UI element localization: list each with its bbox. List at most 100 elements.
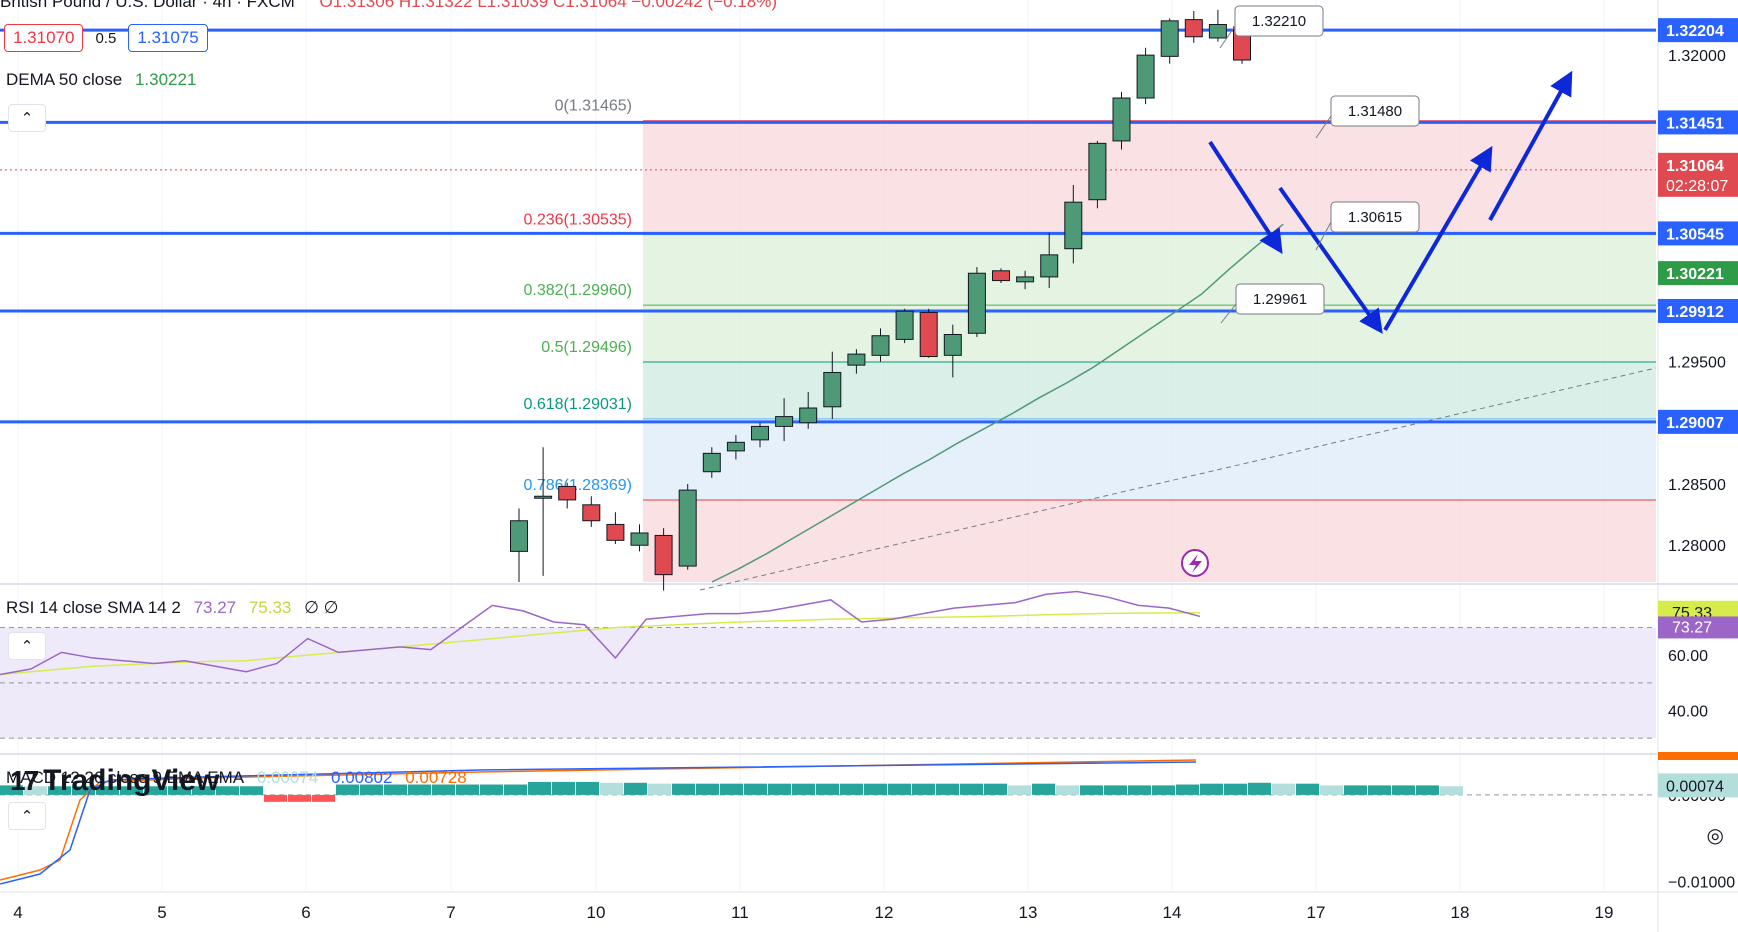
callout-box bbox=[1234, 5, 1324, 37]
collapse-rsi-button[interactable]: ⌃ bbox=[8, 632, 46, 660]
callout-label: 1.32210 bbox=[1252, 13, 1306, 30]
collapse-macd-button[interactable]: ⌃ bbox=[8, 802, 46, 830]
candle-body bbox=[654, 534, 673, 576]
macd-histogram-bar bbox=[672, 783, 695, 795]
macd-histogram-bar bbox=[720, 783, 743, 795]
tradingview-logo[interactable]: 17 TradingView bbox=[10, 764, 219, 798]
macd-histogram-bar bbox=[168, 786, 191, 795]
macd-histogram-bar bbox=[744, 783, 767, 795]
price-label: 1.31451 bbox=[1666, 115, 1724, 132]
candle-body bbox=[1184, 19, 1203, 38]
candle bbox=[1184, 11, 1203, 43]
macd-histogram-bar bbox=[48, 786, 71, 795]
macd-histogram-bar bbox=[0, 785, 23, 795]
macd-label: MACD 12 26 close 9 EMA EMA bbox=[6, 768, 245, 787]
macd-histogram-bar bbox=[888, 783, 911, 795]
macd-histogram-bar bbox=[600, 782, 623, 795]
macd-line-value: 0.00802 bbox=[331, 768, 393, 787]
macd-histogram-bar bbox=[384, 784, 407, 795]
rsi-legend[interactable]: RSI 14 close SMA 14 2 73.27 75.33 ∅ ∅ bbox=[6, 598, 346, 618]
macd-legend[interactable]: MACD 12 26 close 9 EMA EMA 0.00074 0.008… bbox=[6, 768, 475, 788]
price-label-box bbox=[1658, 221, 1738, 246]
projection-arrow bbox=[1278, 186, 1383, 334]
macd-histogram-bar bbox=[336, 784, 359, 795]
x-tick-label: 11 bbox=[731, 903, 749, 922]
candle-body bbox=[1112, 97, 1131, 142]
candle-body bbox=[967, 272, 986, 334]
candle-body bbox=[847, 353, 866, 366]
macd-histogram-bar bbox=[408, 784, 431, 795]
callout-label: 1.29961 bbox=[1253, 291, 1307, 308]
macd-hist-value: 0.00074 bbox=[256, 768, 319, 787]
rsi-sma-line bbox=[0, 612, 1201, 676]
fib-label: 0.786(1.28369) bbox=[523, 477, 632, 494]
macd-histogram-bar bbox=[240, 786, 263, 795]
dema-legend[interactable]: DEMA 50 close 1.30221 bbox=[6, 70, 204, 90]
gear-icon[interactable]: ◎ bbox=[1706, 825, 1724, 847]
callout-pointer bbox=[1315, 115, 1332, 139]
macd-histogram-bar bbox=[1152, 785, 1175, 795]
rsi-sma-value: 75.33 bbox=[248, 598, 292, 617]
dema-label: DEMA 50 close bbox=[6, 70, 123, 89]
macd-histogram-bar bbox=[528, 781, 551, 795]
macd-histogram-bar bbox=[216, 786, 239, 795]
sell-price-button[interactable]: 1.31070 bbox=[4, 24, 84, 52]
macd-histogram-bar bbox=[120, 786, 143, 795]
macd-histogram-bar bbox=[1200, 783, 1223, 795]
macd-histogram-bar bbox=[1008, 785, 1031, 795]
candle-body bbox=[919, 311, 938, 358]
candle-body bbox=[1136, 54, 1155, 99]
macd-histogram-bar bbox=[24, 786, 47, 795]
x-tick-label: 10 bbox=[587, 903, 606, 922]
candle bbox=[847, 349, 866, 374]
price-tick-label: 1.29500 bbox=[1668, 354, 1726, 371]
macd-histogram-bar bbox=[1128, 785, 1151, 795]
candle bbox=[943, 324, 962, 378]
x-tick-label: 7 bbox=[446, 903, 455, 922]
candle bbox=[582, 496, 601, 527]
candle bbox=[1088, 140, 1107, 209]
bid-ask-widget: 1.31070 0.5 1.31075 bbox=[4, 24, 208, 52]
price-label-box bbox=[1658, 409, 1738, 434]
macd-histogram-bar bbox=[456, 784, 479, 795]
candle bbox=[510, 508, 528, 582]
macd-histogram-bar bbox=[1272, 783, 1295, 795]
candle-body bbox=[871, 335, 890, 356]
candle bbox=[606, 512, 625, 545]
buy-price-button[interactable]: 1.31075 bbox=[128, 24, 208, 52]
symbol-header: British Pound / U.S. Dollar · 4h · FXCM … bbox=[0, 0, 777, 12]
macd-histogram-bar bbox=[1296, 783, 1319, 795]
macd-signal-value: 0.00728 bbox=[405, 768, 467, 787]
macd-histogram-bar bbox=[72, 786, 95, 795]
current-price-box bbox=[1658, 152, 1738, 197]
fib-label: 0(1.31465) bbox=[555, 98, 632, 115]
fib-band bbox=[643, 234, 1656, 306]
macd-signal-price-box bbox=[1658, 752, 1738, 760]
price-label: 1.30545 bbox=[1666, 226, 1724, 243]
candle bbox=[751, 422, 769, 448]
dema-price-box bbox=[1658, 261, 1738, 286]
fib-label: 0.236(1.30535) bbox=[523, 212, 632, 229]
rsi-price-label: 73.27 bbox=[1672, 619, 1712, 636]
rsi-label: RSI 14 close SMA 14 2 bbox=[6, 598, 181, 617]
dema-value: 1.30221 bbox=[134, 70, 197, 89]
macd-histogram-bar bbox=[1032, 783, 1055, 795]
candle bbox=[678, 483, 697, 570]
macd-histogram-bar bbox=[816, 783, 839, 795]
symbol-name[interactable]: British Pound / U.S. Dollar · 4h · FXCM bbox=[0, 0, 295, 11]
x-tick-label: 17 bbox=[1307, 903, 1326, 922]
x-tick-label: 4 bbox=[13, 903, 22, 922]
macd-histogram-bar bbox=[624, 782, 647, 795]
ohlc-values: O1.31306 H1.31322 L1.31039 C1.31064 −0.0… bbox=[319, 0, 777, 11]
collapse-legend-button[interactable]: ⌃ bbox=[8, 104, 46, 132]
price-tick-label: 1.28500 bbox=[1668, 477, 1726, 494]
current-price-label: 1.31064 bbox=[1666, 158, 1724, 175]
price-tick-label: 1.28000 bbox=[1668, 538, 1726, 555]
macd-histogram-bar bbox=[960, 783, 983, 795]
candle bbox=[871, 328, 890, 362]
candle-body bbox=[799, 407, 818, 424]
macd-histogram-bar bbox=[192, 786, 215, 795]
macd-histogram-bar bbox=[552, 781, 575, 795]
macd-histogram-bar bbox=[1416, 785, 1439, 795]
